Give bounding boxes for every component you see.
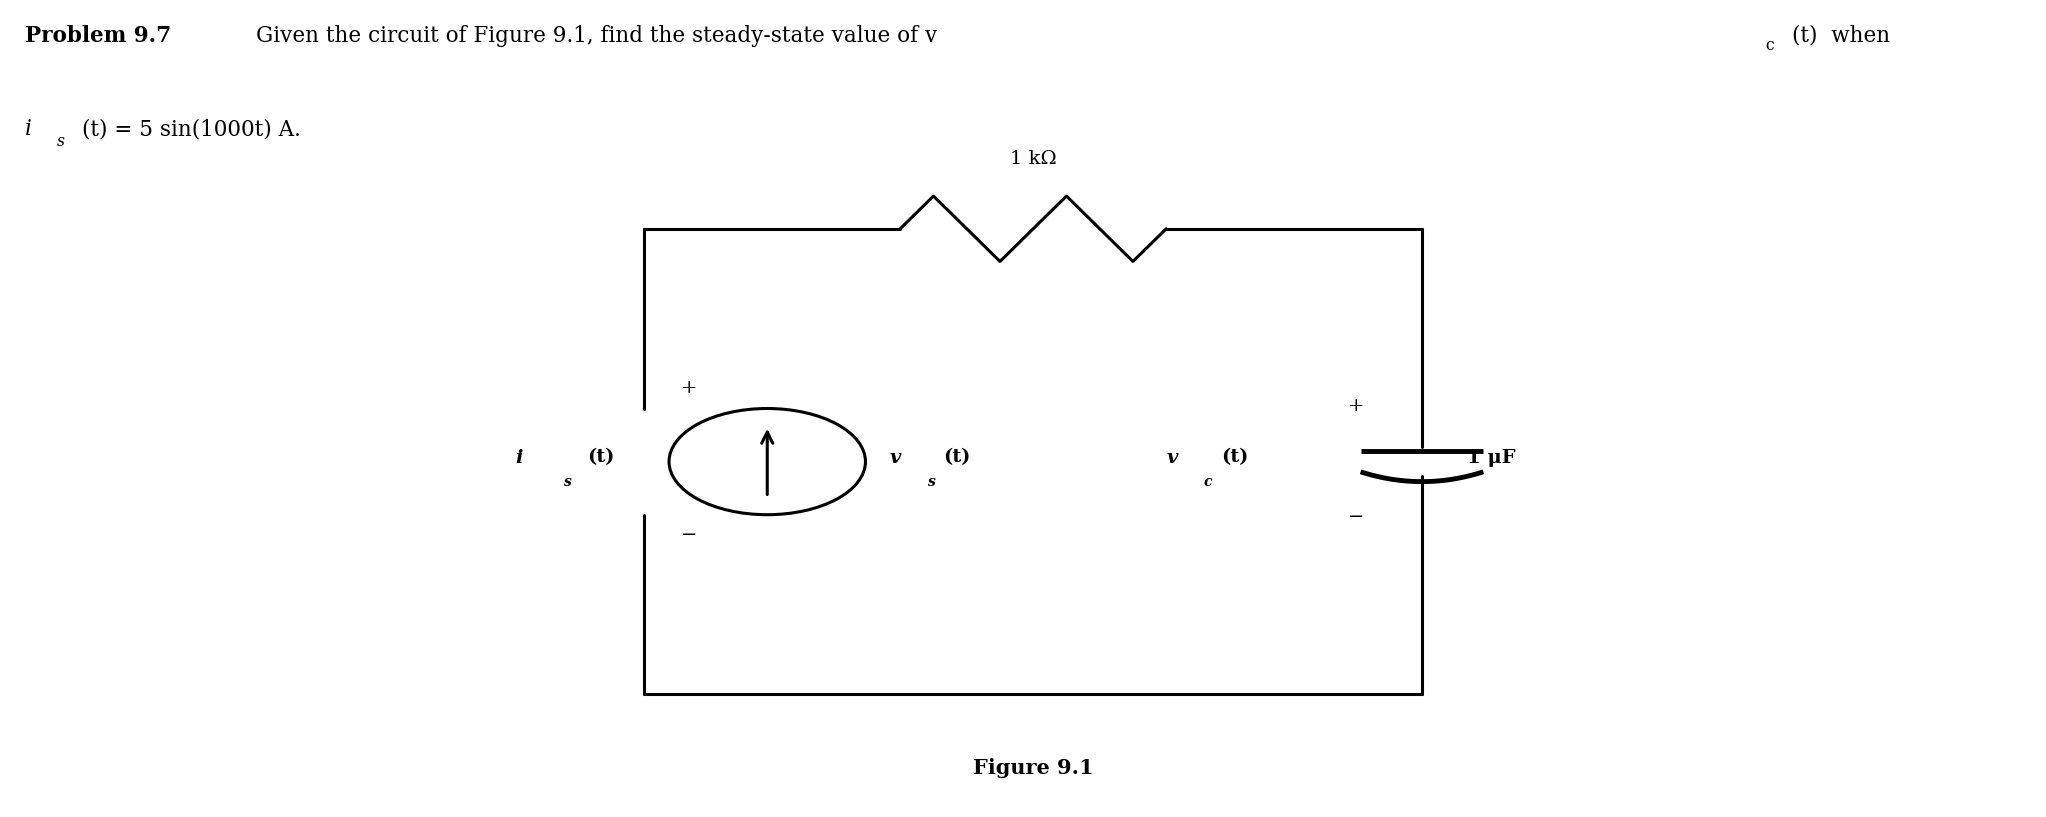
Text: (t): (t): [1221, 449, 1248, 467]
Text: c: c: [1203, 475, 1211, 489]
Text: v: v: [1166, 449, 1178, 467]
Text: −: −: [681, 526, 698, 544]
Text: (t): (t): [587, 449, 614, 467]
Text: s: s: [57, 133, 65, 150]
Text: i: i: [516, 449, 524, 467]
Text: v: v: [890, 449, 902, 467]
Text: i: i: [25, 118, 31, 141]
Text: 1 μF: 1 μF: [1467, 449, 1516, 467]
Text: −: −: [1348, 507, 1365, 526]
Text: Figure 9.1: Figure 9.1: [974, 758, 1093, 778]
Text: +: +: [681, 379, 698, 397]
Text: (t)  when: (t) when: [1792, 25, 1891, 47]
Text: (t): (t): [943, 449, 970, 467]
Text: 1 kΩ: 1 kΩ: [1011, 150, 1056, 168]
Text: Given the circuit of Figure 9.1, find the steady-state value of v: Given the circuit of Figure 9.1, find th…: [256, 25, 937, 47]
Text: s: s: [927, 475, 935, 489]
Text: (t) = 5 sin(1000t) A.: (t) = 5 sin(1000t) A.: [82, 118, 301, 141]
Text: s: s: [563, 475, 571, 489]
Text: c: c: [1766, 37, 1774, 54]
Text: +: +: [1348, 397, 1365, 416]
Text: Problem 9.7: Problem 9.7: [25, 25, 170, 47]
